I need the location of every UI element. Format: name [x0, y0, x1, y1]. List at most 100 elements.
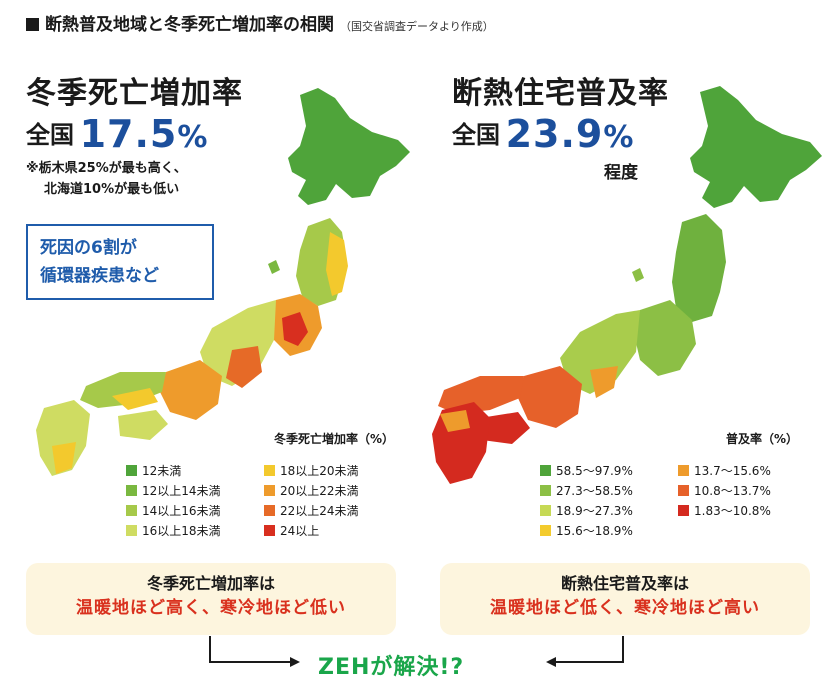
header-title: 断熱普及地域と冬季死亡増加率の相関	[45, 15, 334, 35]
right-legend-item: 18.9～27.3%	[540, 504, 633, 518]
legend-swatch	[126, 465, 137, 476]
legend-label: 24以上	[280, 524, 320, 538]
left-arrow	[209, 636, 290, 663]
right-legend-item: 15.6～18.9%	[540, 524, 633, 538]
conclusion-text: ZEHが解決!?	[318, 655, 465, 680]
legend-label: 13.7～15.6%	[694, 464, 771, 478]
legend-swatch	[540, 465, 551, 476]
page-header: 断熱普及地域と冬季死亡増加率の相関 （国交省調査データより作成）	[26, 10, 494, 35]
legend-swatch	[264, 525, 275, 536]
right-legend-item: 1.83～10.8%	[678, 504, 771, 518]
right-map-kinki	[518, 366, 582, 428]
cause-line1: 死因の6割が	[40, 238, 137, 258]
right-map-tohoku	[672, 214, 726, 322]
right-map-chubu-south	[590, 366, 618, 398]
left-legend-item: 12以上14未満	[126, 484, 221, 498]
cause-line2: 循環器疾患など	[40, 266, 159, 286]
right-national-label: 全国	[452, 121, 500, 149]
legend-label: 18.9～27.3%	[556, 504, 633, 518]
legend-swatch	[264, 485, 275, 496]
left-legend-item: 18以上20未満	[264, 464, 359, 478]
right-national-unit: %	[603, 120, 634, 155]
left-panel-title: 冬季死亡増加率	[26, 76, 243, 111]
right-national-suffix: 程度	[604, 163, 638, 183]
left-callout-line1: 冬季死亡増加率は	[146, 574, 275, 593]
right-callout-line2: 温暖地ほど低く、寒冷地ほど高い	[490, 598, 760, 618]
right-legend-item: 27.3～58.5%	[540, 484, 633, 498]
legend-label: 15.6～18.9%	[556, 524, 633, 538]
right-national-number: 23.9	[505, 112, 604, 156]
right-japan-map	[432, 86, 822, 484]
legend-label: 22以上24未満	[280, 504, 359, 518]
legend-label: 27.3～58.5%	[556, 484, 633, 498]
left-national-value: 全国 17.5%	[26, 112, 207, 156]
right-legend: 普及率（%） 58.5～97.9% 27.3～58.5% 18.9～27.3% …	[540, 430, 798, 546]
left-legend-item: 14以上16未満	[126, 504, 221, 518]
left-legend-item: 22以上24未満	[264, 504, 359, 518]
cause-box: 死因の6割が 循環器疾患など	[26, 224, 214, 300]
legend-swatch	[678, 505, 689, 516]
right-map-kyushu-north	[440, 410, 470, 432]
legend-swatch	[264, 465, 275, 476]
right-callout: 断熱住宅普及率は 温暖地ほど低く、寒冷地ほど高い	[440, 563, 810, 635]
legend-label: 18以上20未満	[280, 464, 359, 478]
left-map-chubu-south	[226, 346, 262, 388]
right-map-sado	[632, 268, 644, 282]
left-callout-line2: 温暖地ほど高く、寒冷地ほど低い	[76, 598, 346, 618]
right-legend-item: 10.8～13.7%	[678, 484, 771, 498]
left-map-kinki	[160, 360, 222, 420]
legend-swatch	[540, 525, 551, 536]
left-national-unit: %	[177, 120, 208, 155]
left-legend-item: 12未満	[126, 464, 181, 478]
header-source: （国交省調査データより作成）	[340, 20, 494, 33]
left-note: ※栃木県25%が最も高く、 北海道10%が最も低い	[26, 158, 187, 200]
left-callout: 冬季死亡増加率は 温暖地ほど高く、寒冷地ほど低い	[26, 563, 396, 635]
right-legend-title: 普及率（%）	[725, 432, 798, 446]
legend-swatch	[678, 485, 689, 496]
legend-swatch	[540, 485, 551, 496]
legend-label: 58.5～97.9%	[556, 464, 633, 478]
legend-swatch	[264, 505, 275, 516]
right-arrow-head	[546, 657, 556, 667]
left-map-tohoku-east	[326, 232, 348, 296]
left-arrow-head	[290, 657, 300, 667]
right-callout-line1: 断熱住宅普及率は	[560, 574, 689, 593]
left-map-sado	[268, 260, 280, 274]
left-note-line1: ※栃木県25%が最も高く、	[26, 161, 187, 176]
legend-swatch	[126, 525, 137, 536]
legend-label: 12以上14未満	[142, 484, 221, 498]
left-national-number: 17.5	[79, 112, 178, 156]
left-legend-item: 16以上18未満	[126, 524, 221, 538]
left-map-kyushu	[36, 400, 90, 476]
legend-label: 1.83～10.8%	[694, 504, 771, 518]
legend-swatch	[678, 465, 689, 476]
right-panel-title: 断熱住宅普及率	[452, 76, 669, 111]
legend-swatch	[126, 485, 137, 496]
legend-label: 20以上22未満	[280, 484, 359, 498]
left-map-kyushu-south	[52, 442, 76, 474]
right-map-chubu	[560, 310, 640, 394]
left-map-hokkaido	[288, 88, 410, 205]
arrows	[209, 636, 624, 667]
legend-swatch	[540, 505, 551, 516]
left-map-chugoku-south	[112, 388, 158, 410]
legend-label: 10.8～13.7%	[694, 484, 771, 498]
right-national-value: 全国 23.9%	[452, 112, 633, 156]
right-arrow	[556, 636, 624, 663]
left-japan-map	[36, 88, 410, 476]
left-legend-item: 24以上	[264, 524, 319, 538]
right-legend-item: 58.5～97.9%	[540, 464, 633, 478]
left-legend-title: 冬季死亡増加率（%）	[273, 432, 394, 446]
right-map-hokkaido	[690, 86, 822, 208]
legend-swatch	[126, 505, 137, 516]
left-map-shikoku	[118, 410, 168, 440]
legend-label: 16以上18未満	[142, 524, 221, 538]
left-national-label: 全国	[26, 121, 74, 149]
legend-label: 12未満	[142, 464, 182, 478]
right-map-shikoku	[480, 412, 530, 444]
left-map-kanto-core	[282, 312, 308, 346]
square-bullet-icon	[26, 18, 39, 31]
left-legend-item: 20以上22未満	[264, 484, 359, 498]
legend-label: 14以上16未満	[142, 504, 221, 518]
